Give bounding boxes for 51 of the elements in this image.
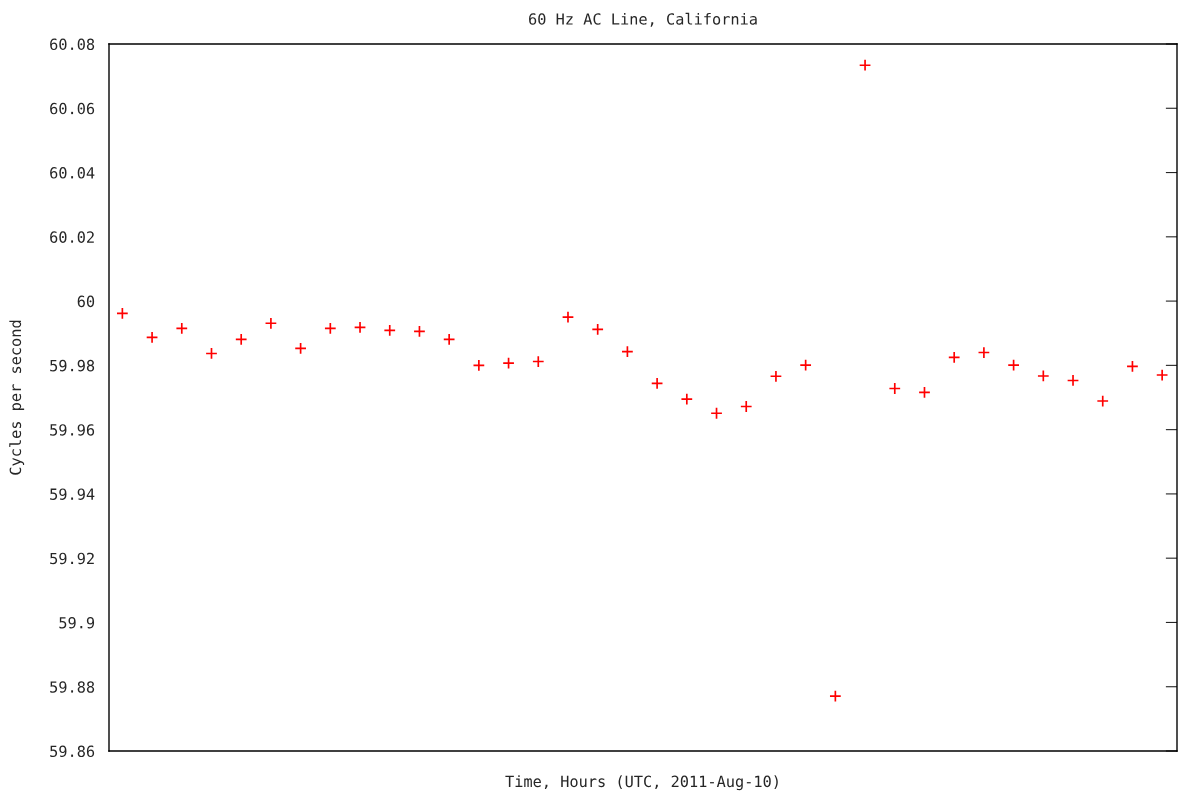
y-tick-label: 59.96 (50, 424, 95, 436)
point (175, 322, 188, 335)
point (353, 321, 367, 334)
point (591, 323, 604, 336)
point (1037, 369, 1050, 383)
point (1007, 358, 1020, 372)
y-tick-label: 59.86 (50, 745, 95, 758)
point (264, 317, 278, 330)
point (680, 392, 694, 406)
point (1155, 368, 1169, 382)
point (829, 689, 842, 703)
y-tick-label: 60.02 (50, 231, 94, 243)
y-tick-label: 59.88 (50, 681, 95, 693)
point (502, 356, 515, 370)
point (532, 355, 545, 368)
point (145, 331, 159, 344)
point (472, 359, 486, 372)
point (740, 400, 753, 413)
y-tick-label: 59.9 (59, 616, 95, 629)
point (947, 351, 961, 364)
point (769, 370, 783, 383)
point (324, 322, 337, 335)
y-tick-label: 60 (77, 295, 95, 308)
point (561, 310, 575, 324)
point (621, 345, 634, 358)
point (442, 333, 456, 346)
point (205, 347, 218, 360)
point (888, 382, 901, 395)
point (116, 307, 129, 320)
point (918, 386, 931, 399)
chart-title: 60 Hz AC Line, California (529, 12, 757, 27)
point (1096, 394, 1109, 408)
y-tick-label: 59.94 (50, 488, 95, 500)
point (710, 407, 723, 420)
point (1066, 374, 1080, 387)
y-tick-label: 60.04 (50, 167, 95, 179)
point (294, 342, 307, 355)
y-tick-label: 60.06 (50, 102, 95, 115)
point (413, 325, 426, 338)
y-tick-label: 60.08 (50, 38, 95, 51)
point (858, 58, 872, 72)
point (234, 333, 248, 346)
x-axis-title: Time, Hours (UTC, 2011-Aug-10) (505, 775, 778, 791)
point (1126, 360, 1139, 373)
y-tick-label: 59.98 (50, 359, 95, 372)
y-axis-title: Cycles per second (9, 320, 25, 475)
point (799, 358, 812, 372)
point (650, 377, 664, 390)
point (383, 324, 396, 337)
point (977, 346, 991, 359)
y-tick-label: 59.92 (50, 552, 94, 565)
